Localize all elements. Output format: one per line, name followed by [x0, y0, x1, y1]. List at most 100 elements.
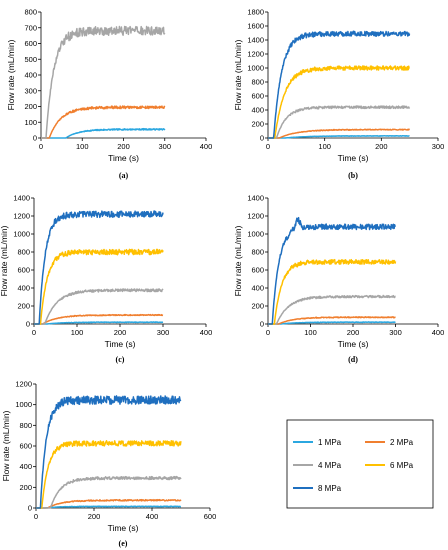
panel-label: (e): [119, 539, 128, 548]
x-axis-title: Time (s): [105, 339, 136, 349]
y-tick-label: 800: [17, 248, 30, 257]
chart-panel-4: 0 200 400 600 800 1000 1200 0 200 400 600 Time (s) F…: [1, 380, 216, 549]
chart-panel-1: 0 200 400 600 800 1000 1200 1400 1600 1800 0 100 200…: [233, 8, 444, 181]
x-tick-label: 200: [88, 512, 101, 521]
x-axis-title: Time (s): [108, 153, 139, 163]
y-tick-label: 1800: [247, 8, 264, 17]
panel-label: (b): [348, 171, 358, 180]
x-tick-label: 300: [157, 328, 170, 337]
y-tick-label: 400: [251, 284, 264, 293]
series-line: [267, 65, 410, 139]
y-axis-title: Flow rate (mL/min): [233, 39, 243, 110]
y-tick-label: 300: [24, 86, 37, 95]
series-line: [33, 321, 164, 325]
x-tick-label: 200: [347, 328, 360, 337]
y-axis-title: Flow rate (mL/min): [233, 225, 243, 296]
legend-label: 4 MPa: [318, 461, 342, 470]
x-tick-label: 400: [200, 328, 213, 337]
y-tick-label: 1200: [13, 212, 30, 221]
chart-panel-2: 0 200 400 600 800 1000 1200 1400 0 100 200 300 400 Ti…: [0, 194, 212, 365]
series-line: [40, 25, 166, 139]
y-tick-label: 100: [24, 118, 37, 127]
x-tick-label: 0: [266, 328, 270, 337]
series-line: [267, 134, 410, 139]
y-tick-label: 1200: [247, 50, 264, 59]
y-tick-label: 200: [19, 483, 32, 492]
x-tick-label: 100: [318, 142, 331, 151]
y-tick-label: 0: [33, 134, 37, 143]
y-axis-title: Flow rate (mL/min): [0, 225, 9, 296]
series-line: [40, 105, 166, 139]
y-tick-label: 0: [28, 504, 32, 513]
x-tick-label: 400: [432, 328, 445, 337]
series-line: [267, 316, 396, 325]
series-line: [35, 395, 182, 509]
legend-label: 2 MPa: [390, 438, 414, 447]
legend-label: 6 MPa: [390, 461, 414, 470]
series-line: [33, 288, 164, 325]
y-tick-label: 800: [24, 8, 37, 17]
y-tick-label: 1000: [13, 230, 30, 239]
y-tick-label: 400: [24, 71, 37, 80]
series-line: [35, 505, 182, 509]
y-tick-label: 700: [24, 23, 37, 32]
x-axis-title: Time (s): [108, 523, 139, 533]
y-tick-label: 400: [19, 462, 32, 471]
y-tick-label: 800: [251, 78, 264, 87]
y-tick-label: 1000: [247, 230, 264, 239]
y-tick-label: 400: [251, 106, 264, 115]
series-line: [267, 105, 411, 139]
y-tick-label: 600: [251, 92, 264, 101]
y-tick-label: 1000: [15, 400, 32, 409]
x-tick-label: 300: [432, 142, 445, 151]
series-line: [267, 294, 396, 325]
y-tick-label: 200: [251, 120, 264, 129]
legend: 1 MPa 2 MPa 4 MPa 6 MPa 8 MPa: [286, 419, 434, 509]
y-tick-label: 0: [260, 320, 264, 329]
x-tick-label: 0: [34, 512, 38, 521]
y-tick-label: 200: [251, 302, 264, 311]
panel-label: (c): [116, 355, 125, 364]
x-tick-label: 300: [389, 328, 402, 337]
series-line: [267, 321, 396, 325]
series-line: [33, 210, 164, 325]
y-tick-label: 800: [251, 248, 264, 257]
series-line: [267, 258, 397, 325]
chart-panel-0: 0 100 200 300 400 500 600 700 800 0 100 200 300 400 Ti…: [6, 8, 212, 181]
x-tick-label: 400: [200, 142, 213, 151]
y-tick-label: 1400: [247, 36, 264, 45]
series-line: [35, 440, 182, 509]
y-axis-title: Flow rate (mL/min): [6, 39, 16, 110]
x-tick-label: 200: [117, 142, 130, 151]
x-tick-label: 200: [375, 142, 388, 151]
x-tick-label: 100: [76, 142, 89, 151]
legend-label: 1 MPa: [318, 438, 342, 447]
y-tick-label: 0: [260, 134, 264, 143]
y-tick-label: 600: [19, 442, 32, 451]
series-line: [35, 498, 182, 509]
x-tick-label: 0: [39, 142, 43, 151]
series-line: [267, 216, 397, 325]
panel-label: (a): [119, 171, 129, 180]
x-tick-label: 200: [114, 328, 127, 337]
series-line: [33, 313, 164, 325]
series-line: [35, 475, 182, 509]
y-tick-label: 1400: [247, 194, 264, 203]
y-axis-title: Flow rate (mL/min): [1, 410, 11, 481]
y-tick-label: 0: [26, 320, 30, 329]
y-tick-label: 1600: [247, 22, 264, 31]
y-tick-label: 400: [17, 284, 30, 293]
legend-label: 8 MPa: [318, 484, 342, 493]
y-tick-label: 1200: [247, 212, 264, 221]
y-tick-label: 600: [251, 266, 264, 275]
x-tick-label: 100: [71, 328, 84, 337]
x-tick-label: 300: [158, 142, 171, 151]
panel-label: (d): [348, 355, 358, 364]
series-line: [40, 127, 166, 139]
x-tick-label: 0: [32, 328, 36, 337]
y-tick-label: 1200: [15, 380, 32, 389]
series-line: [267, 128, 411, 139]
series-line: [267, 30, 411, 139]
y-tick-label: 200: [24, 102, 37, 111]
